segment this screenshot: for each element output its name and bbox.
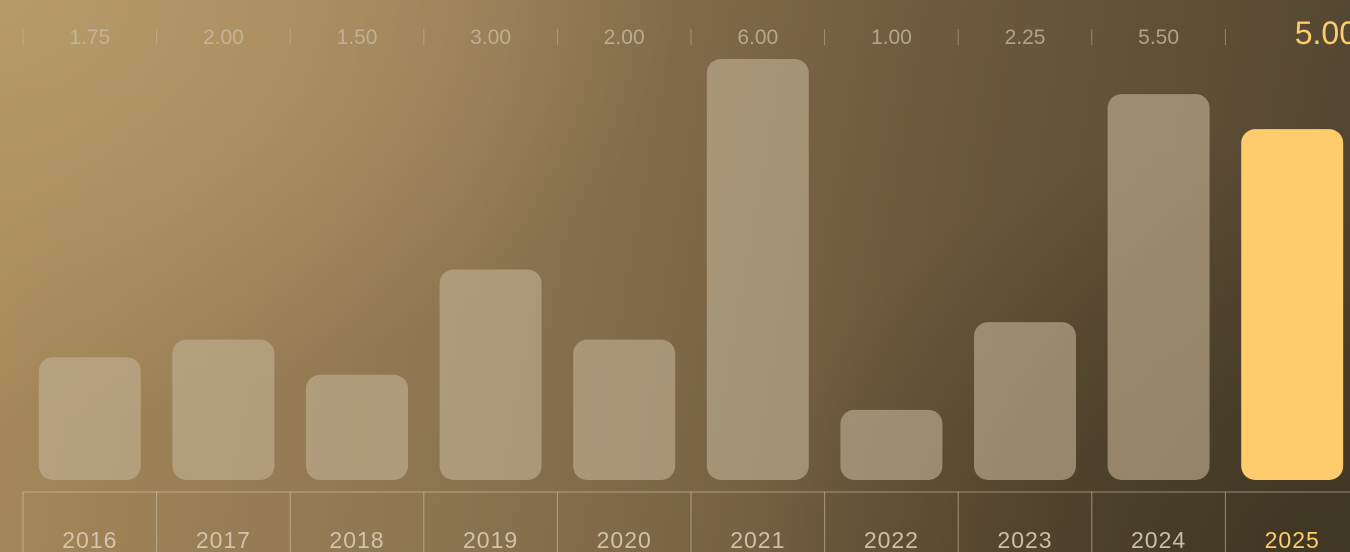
category-label-2016: 2016 xyxy=(62,527,117,552)
value-label-2017: 2.00 xyxy=(203,26,244,49)
bar-2023 xyxy=(974,322,1076,480)
category-label-2020: 2020 xyxy=(597,527,652,552)
bar-2019 xyxy=(440,270,542,481)
bar-2016 xyxy=(39,357,141,480)
category-label-2025: 2025 xyxy=(1265,527,1320,552)
value-label-2016: 1.75 xyxy=(69,26,110,49)
bar-2020 xyxy=(573,340,675,480)
value-label-2025: 5.00 xyxy=(1295,15,1350,51)
value-label-2023: 2.25 xyxy=(1005,26,1046,49)
category-label-2021: 2021 xyxy=(730,527,785,552)
value-label-2019: 3.00 xyxy=(470,26,511,49)
category-label-2019: 2019 xyxy=(463,527,518,552)
category-label-2024: 2024 xyxy=(1131,527,1186,552)
bar-2024 xyxy=(1108,94,1210,480)
value-label-2024: 5.50 xyxy=(1138,26,1179,49)
bar-2025 xyxy=(1241,129,1343,480)
category-label-2022: 2022 xyxy=(864,527,919,552)
x-axis: 2016 2017 2018 2019 2020 2021 2022 2023 2024 2025 xyxy=(23,492,1350,552)
bar-2022 xyxy=(840,410,942,480)
category-label-2017: 2017 xyxy=(196,527,251,552)
category-label-2023: 2023 xyxy=(997,527,1052,552)
value-labels: 1.75 2.00 1.50 3.00 2.00 6.00 1.00 2.25 5.50 5.00 xyxy=(23,15,1350,51)
value-label-2020: 2.00 xyxy=(604,26,645,49)
bar-2017 xyxy=(172,340,274,480)
bars xyxy=(39,59,1343,480)
value-label-2021: 6.00 xyxy=(737,26,778,49)
value-label-2018: 1.50 xyxy=(337,26,378,49)
bar-2018 xyxy=(306,375,408,480)
category-label-2018: 2018 xyxy=(329,527,384,552)
value-label-2022: 1.00 xyxy=(871,26,912,49)
bar-2021 xyxy=(707,59,809,480)
